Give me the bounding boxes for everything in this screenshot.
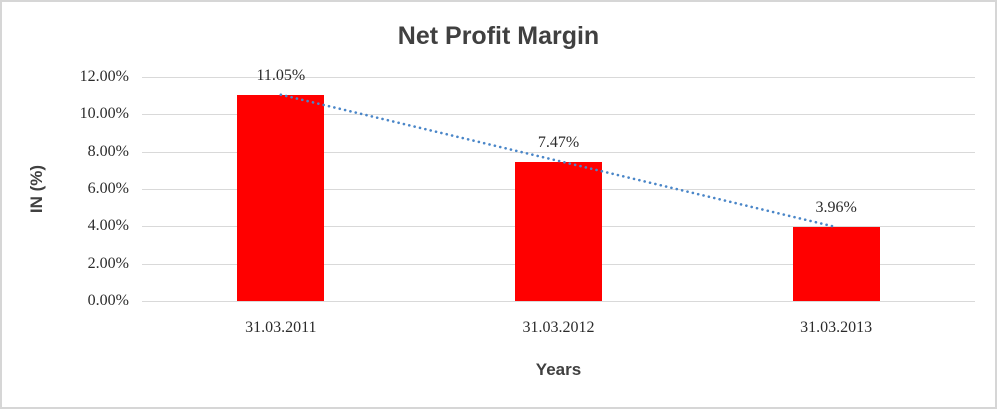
y-tick-label: 4.00% — [87, 217, 129, 235]
bar — [515, 161, 602, 301]
x-axis-title: Years — [535, 360, 582, 379]
category-label: 31.03.2011 — [245, 319, 317, 336]
bar — [792, 227, 880, 301]
category-label: 31.03.2012 — [522, 319, 595, 336]
y-tick-label: 8.00% — [87, 142, 129, 160]
y-tick-label: 0.00% — [87, 292, 129, 309]
chart-title: Net Profit Margin — [397, 22, 600, 50]
plot-area: 11.05% 7.47% 3.96% — [142, 67, 975, 302]
gridline — [142, 77, 975, 78]
y-tick-label: 2.00% — [87, 254, 129, 272]
bar-data-label: 11.05% — [256, 66, 306, 84]
bar — [237, 94, 325, 301]
y-tick-label: 10.00% — [79, 105, 129, 123]
bar-data-label: 7.47% — [537, 133, 580, 151]
category-label: 31.03.2013 — [800, 319, 873, 336]
y-tick-label: 6.00% — [87, 180, 129, 197]
y-tick-label: 12.00% — [79, 68, 129, 85]
gridline — [142, 301, 975, 302]
bar-data-label: 3.96% — [815, 199, 857, 217]
